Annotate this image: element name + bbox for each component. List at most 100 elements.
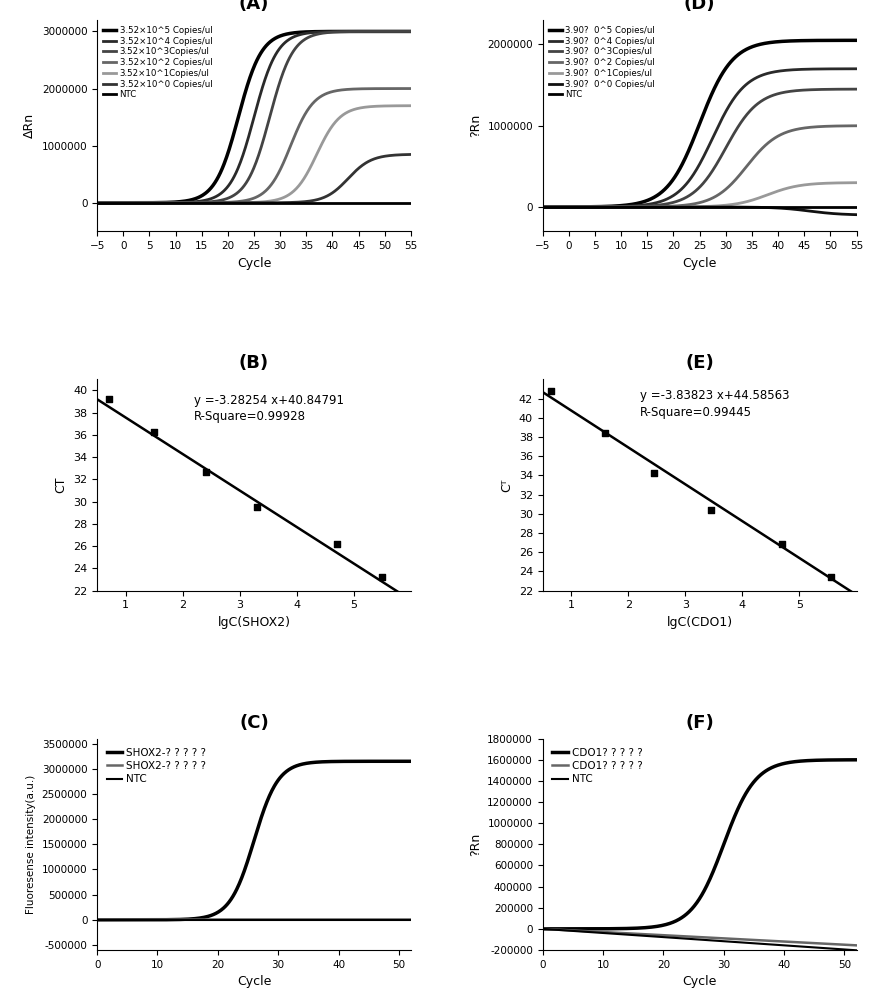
- 3.52×10^4 Copies/ul: [92, 197, 102, 209]
- 3.52×10^1Copies/ul: [279, 191, 290, 203]
- 3.90?  0^4 Copies/ul: [538, 201, 548, 213]
- Text: R-Square=0.99445: R-Square=0.99445: [639, 406, 751, 419]
- 3.52×10^5 Copies/ul: [279, 29, 290, 41]
- 3.90?  0^3Copies/ul: [538, 201, 548, 213]
- 3.52×10^3Copies/ul: [261, 121, 272, 133]
- 3.90?  0^2 Copies/ul: [843, 120, 854, 132]
- 3.90?  0^3Copies/ul: [689, 186, 699, 198]
- Line: 3.90?  0^3Copies/ul: 3.90? 0^3Copies/ul: [543, 89, 857, 207]
- Line: SHOX2-? ? ? ? ?: SHOX2-? ? ? ? ?: [97, 761, 411, 920]
- 3.52×10^0 Copies/ul: [405, 148, 416, 160]
- NTC: [795, 940, 805, 952]
- CDO1? ? ? ? ?: [538, 923, 548, 935]
- NTC: [686, 933, 697, 945]
- NTC: [689, 201, 699, 213]
- CDO1? ? ? ? ?: [707, 932, 718, 944]
- SHOX2-? ? ? ? ?: [243, 913, 253, 925]
- NTC: [724, 201, 735, 213]
- 3.52×10^0 Copies/ul: [398, 149, 409, 161]
- 3.52×10^3Copies/ul: [349, 26, 359, 38]
- X-axis label: Cycle: Cycle: [237, 975, 271, 988]
- 3.52×10^3Copies/ul: [405, 25, 416, 37]
- 3.90?  0^1Copies/ul: [538, 201, 548, 213]
- 3.52×10^0 Copies/ul: [261, 197, 272, 209]
- Line: 3.52×10^1Copies/ul: 3.52×10^1Copies/ul: [97, 106, 411, 203]
- 3.90?  0^1Copies/ul: [689, 201, 699, 213]
- Point: [647, 465, 661, 481]
- 3.90?  0^0 Copies/ul: [843, 208, 854, 220]
- 3.52×10^3Copies/ul: [241, 177, 252, 189]
- SHOX2-? ? ? ? ?: [241, 913, 252, 925]
- NTC: [261, 914, 272, 926]
- 3.90?  0^5 Copies/ul: [707, 86, 718, 98]
- Point: [375, 569, 389, 585]
- 3.52×10^2 Copies/ul: [241, 194, 252, 206]
- NTC: [241, 197, 252, 209]
- 3.90?  0^0 Copies/ul: [851, 209, 862, 221]
- 3.52×10^1Copies/ul: [349, 103, 359, 115]
- NTC: [92, 914, 102, 926]
- Line: 3.90?  0^1Copies/ul: 3.90? 0^1Copies/ul: [543, 183, 857, 207]
- 3.52×10^5 Copies/ul: [243, 77, 253, 89]
- 3.90?  0^1Copies/ul: [686, 201, 697, 213]
- 3.90?  0^4 Copies/ul: [795, 63, 805, 75]
- 3.90?  0^2 Copies/ul: [851, 120, 862, 132]
- Title: (C): (C): [239, 714, 269, 732]
- 3.52×10^3Copies/ul: [92, 197, 102, 209]
- 3.90?  0^1Copies/ul: [795, 180, 805, 192]
- 3.90?  0^2 Copies/ul: [707, 192, 718, 204]
- 3.52×10^2 Copies/ul: [398, 83, 409, 95]
- 3.90?  0^5 Copies/ul: [538, 201, 548, 213]
- NTC: [843, 201, 854, 213]
- 3.52×10^5 Copies/ul: [261, 39, 272, 51]
- CDO1? ? ? ? ?: [851, 754, 862, 766]
- NTC: [349, 197, 359, 209]
- SHOX2-? ? ? ? ?: [349, 755, 359, 767]
- X-axis label: Cycle: Cycle: [683, 975, 717, 988]
- Line: 3.52×10^2 Copies/ul: 3.52×10^2 Copies/ul: [97, 89, 411, 203]
- 3.52×10^2 Copies/ul: [92, 197, 102, 209]
- Line: CDO1? ? ? ? ?: CDO1? ? ? ? ?: [543, 929, 857, 945]
- 3.90?  0^0 Copies/ul: [689, 201, 699, 213]
- 3.90?  0^2 Copies/ul: [795, 123, 805, 135]
- 3.52×10^1Copies/ul: [92, 197, 102, 209]
- Y-axis label: ΔRn: ΔRn: [23, 113, 36, 138]
- 3.90?  0^0 Copies/ul: [538, 201, 548, 213]
- 3.90?  0^5 Copies/ul: [724, 57, 735, 69]
- NTC: [538, 201, 548, 213]
- SHOX2-? ? ? ? ?: [349, 913, 359, 925]
- 3.52×10^1Copies/ul: [405, 100, 416, 112]
- NTC: [707, 934, 718, 946]
- NTC: [405, 914, 416, 926]
- NTC: [795, 201, 805, 213]
- CDO1? ? ? ? ?: [851, 939, 862, 951]
- Point: [250, 499, 264, 515]
- Text: R-Square=0.99928: R-Square=0.99928: [194, 410, 306, 423]
- Text: y =-3.83823 x+44.58563: y =-3.83823 x+44.58563: [639, 389, 789, 402]
- Point: [102, 391, 116, 407]
- 3.52×10^4 Copies/ul: [279, 38, 290, 50]
- Point: [704, 502, 718, 518]
- Line: 3.90?  0^5 Copies/ul: 3.90? 0^5 Copies/ul: [543, 40, 857, 207]
- NTC: [398, 914, 409, 926]
- SHOX2-? ? ? ? ?: [279, 768, 290, 780]
- 3.90?  0^4 Copies/ul: [724, 99, 735, 111]
- CDO1? ? ? ? ?: [795, 755, 805, 767]
- 3.52×10^5 Copies/ul: [405, 25, 416, 37]
- 3.52×10^3Copies/ul: [279, 64, 290, 76]
- Point: [544, 383, 558, 399]
- 3.52×10^4 Copies/ul: [405, 25, 416, 37]
- 3.90?  0^5 Copies/ul: [686, 137, 697, 149]
- SHOX2-? ? ? ? ?: [261, 913, 272, 925]
- NTC: [243, 197, 253, 209]
- SHOX2-? ? ? ? ?: [241, 859, 252, 871]
- NTC: [243, 914, 253, 926]
- 3.90?  0^4 Copies/ul: [689, 168, 699, 180]
- NTC: [279, 197, 290, 209]
- NTC: [92, 197, 102, 209]
- 3.90?  0^0 Copies/ul: [707, 201, 718, 213]
- Line: CDO1? ? ? ? ?: CDO1? ? ? ? ?: [543, 760, 857, 929]
- CDO1? ? ? ? ?: [686, 931, 697, 943]
- 3.52×10^0 Copies/ul: [349, 166, 359, 178]
- NTC: [279, 914, 290, 926]
